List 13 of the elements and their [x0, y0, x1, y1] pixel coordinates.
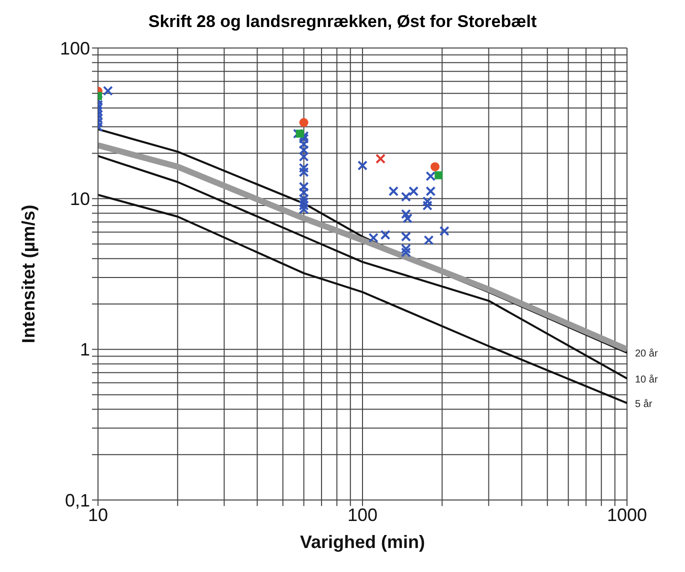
x-tick-label: 10 [88, 504, 108, 525]
y-tick-label: 1 [80, 340, 90, 360]
y-axis-title: Intensitet (µm/s) [18, 204, 38, 344]
series-label: 10 år [635, 374, 658, 386]
x-tick-label: 1000 [606, 504, 648, 525]
y-tick-label: 100 [60, 38, 90, 58]
y-tick-label: 0,1 [64, 490, 90, 510]
x-tick-label: 100 [347, 504, 378, 525]
y-tick-label: 10 [70, 189, 90, 210]
chart-title: Skrift 28 og landsregnrækken, Øst for Storebælt [147, 11, 538, 33]
x-axis-title: Varighed (min) [300, 532, 426, 552]
series-label: 20 år [635, 348, 658, 360]
series-label: 5 år [635, 398, 653, 410]
